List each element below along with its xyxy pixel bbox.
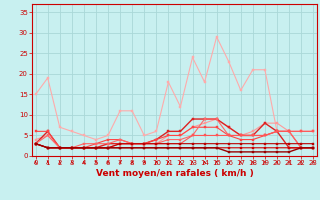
X-axis label: Vent moyen/en rafales ( km/h ): Vent moyen/en rafales ( km/h ) (96, 169, 253, 178)
